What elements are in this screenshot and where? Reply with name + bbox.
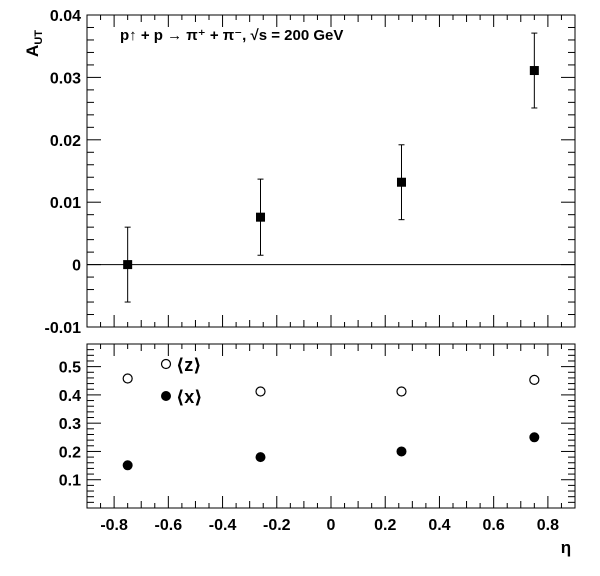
- x-tick-label: -0.4: [209, 517, 237, 534]
- asymmetry-point: [529, 66, 539, 76]
- legend-label-x: ⟨x⟩: [176, 387, 202, 407]
- legend-marker-x: [161, 391, 171, 401]
- x-tick-label: 0.2: [374, 517, 396, 534]
- legend-marker-z: [160, 358, 172, 370]
- top-panel-marks: [87, 32, 575, 303]
- bottom-y-tick-label: 0.1: [59, 473, 81, 490]
- asymmetry-point: [396, 177, 406, 187]
- top-y-tick-label: 0.02: [50, 133, 81, 150]
- asymmetry-point: [123, 260, 133, 270]
- top-panel-tick-labels: -0.01 0 0.01 0.02 0.03 0.04: [45, 8, 82, 337]
- x-tick-label: -0.8: [100, 517, 128, 534]
- x-tick-label: 0: [327, 517, 336, 534]
- bottom-y-tick-label: 0.4: [59, 388, 81, 405]
- legend-label-z: ⟨z⟩: [176, 355, 201, 375]
- bottom-y-tick-label: 0.5: [59, 360, 81, 377]
- top-y-tick-label: -0.01: [45, 320, 82, 337]
- mean-z-point: [122, 373, 133, 384]
- x-tick-label: 0.8: [537, 517, 559, 534]
- mean-x-point: [255, 452, 266, 463]
- mean-z-point: [255, 386, 266, 397]
- top-y-tick-label: 0: [72, 258, 81, 275]
- bottom-panel-marks: [122, 373, 540, 471]
- bottom-y-tick-label: 0.3: [59, 416, 81, 433]
- bottom-y-tick-label: 0.2: [59, 444, 81, 461]
- x-tick-label: -0.6: [155, 517, 183, 534]
- legend: ⟨z⟩ ⟨x⟩: [160, 355, 202, 407]
- top-y-tick-label: 0.01: [50, 195, 81, 212]
- bottom-panel-frame: [86, 343, 576, 509]
- mean-z-point: [529, 374, 540, 386]
- bottom-panel-tick-labels: 0.1 0.2 0.3 0.4 0.5 -0.8 -0.6 -0.4 -0.2 0 0.2 0.4 0.…: [59, 360, 559, 534]
- reaction-annotation: p↑ + p → π⁺ + π⁻, √s = 200 GeV: [120, 27, 343, 44]
- top-panel-frame: [86, 14, 576, 328]
- top-y-tick-label: 0.03: [50, 70, 81, 87]
- top-y-tick-label: 0.04: [50, 8, 81, 25]
- x-tick-label: 0.6: [483, 517, 505, 534]
- x-axis-title: η: [561, 538, 571, 557]
- asymmetry-point: [256, 212, 266, 222]
- mean-x-point: [396, 446, 407, 457]
- mean-x-point: [122, 460, 133, 471]
- mean-x-point: [529, 432, 540, 443]
- x-tick-label: -0.2: [263, 517, 291, 534]
- bottom-panel-ticks: [87, 343, 575, 509]
- mean-z-point: [396, 386, 407, 397]
- top-panel-ticks: [87, 14, 575, 328]
- x-tick-label: 0.4: [428, 517, 450, 534]
- y-axis-title: AUT: [23, 30, 45, 57]
